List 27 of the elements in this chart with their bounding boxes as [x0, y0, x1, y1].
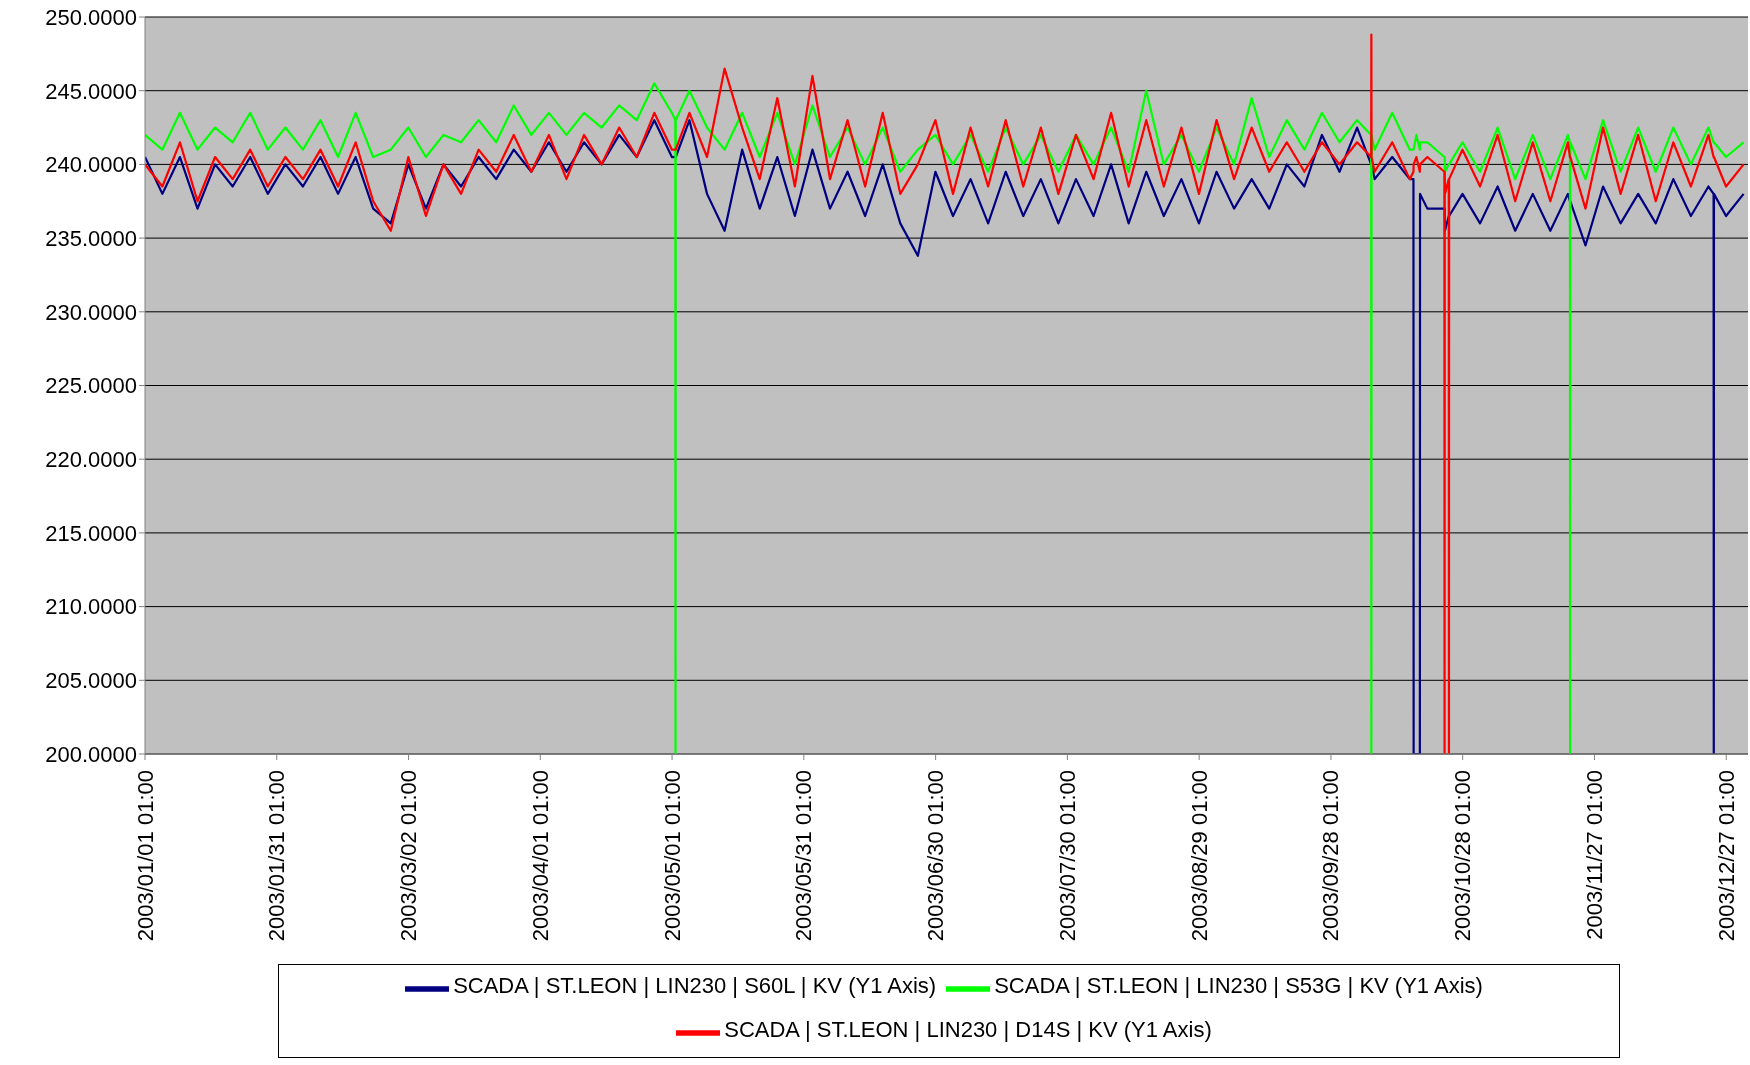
y-tick-label: 200.0000 [45, 741, 137, 767]
x-tick-label: 2003/09/28 01:00 [1318, 770, 1344, 942]
x-tick-label: 2003/11/27 01:00 [1581, 770, 1607, 940]
x-tick-label: 2003/01/31 01:00 [264, 770, 290, 942]
y-tick-label: 210.0000 [45, 594, 137, 620]
y-tick-label: 230.0000 [45, 299, 137, 325]
x-tick-label: 2003/06/30 01:00 [923, 770, 949, 942]
legend-label: SCADA | ST.LEON | LIN230 | D14S | KV (Y1 Axis) [724, 1017, 1212, 1043]
y-tick-label: 250.0000 [45, 4, 137, 30]
legend-label: SCADA | ST.LEON | LIN230 | S60L | KV (Y1 Axis) [453, 973, 937, 999]
y-tick-label: 240.0000 [45, 152, 137, 178]
y-tick-label: 235.0000 [45, 225, 137, 251]
x-tick-label: 2003/01/01 01:00 [132, 770, 158, 942]
x-tick-label: 2003/10/28 01:00 [1450, 770, 1476, 942]
x-tick-label: 2003/12/27 01:00 [1713, 770, 1739, 942]
y-tick-label: 225.0000 [45, 373, 137, 399]
x-tick-label: 2003/04/01 01:00 [527, 770, 553, 942]
y-tick-label: 205.0000 [45, 668, 137, 694]
x-tick-label: 2003/07/30 01:00 [1054, 770, 1080, 942]
y-tick-label: 220.0000 [45, 447, 137, 473]
x-tick-label: 2003/08/29 01:00 [1186, 770, 1212, 942]
x-tick-label: 2003/03/02 01:00 [396, 770, 422, 942]
legend-label: SCADA | ST.LEON | LIN230 | S53G | KV (Y1 Axis) [994, 973, 1483, 999]
y-tick-label: 215.0000 [45, 520, 137, 546]
x-tick-label: 2003/05/31 01:00 [791, 770, 817, 942]
x-tick-label: 2003/05/01 01:00 [659, 770, 685, 942]
y-tick-label: 245.0000 [45, 78, 137, 104]
